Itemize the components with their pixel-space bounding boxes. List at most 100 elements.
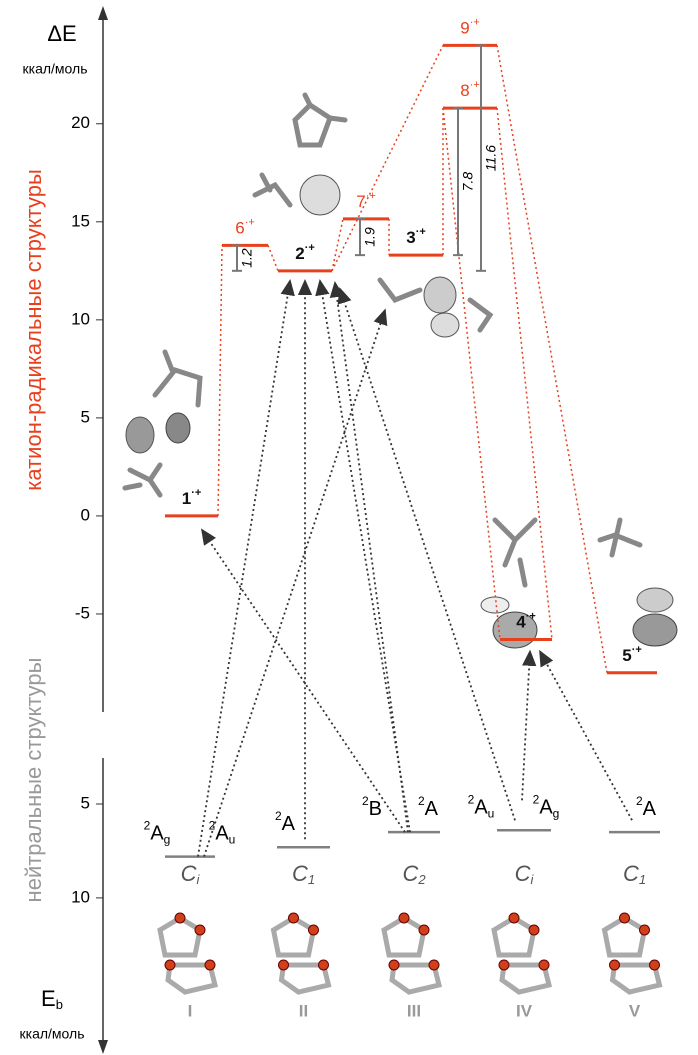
point-group: C1 [623, 861, 646, 888]
atom [610, 960, 620, 970]
transition-arrow [204, 310, 385, 856]
group-sub: 1 [308, 872, 315, 887]
term-sub: u [488, 806, 495, 820]
atom [175, 913, 185, 923]
transition-arrow [198, 281, 290, 857]
term-symbol: 2Ag [144, 819, 171, 847]
level-number: 9 [460, 19, 469, 38]
atom [539, 960, 549, 970]
lower-axis-unit: ккал/моль [20, 1026, 85, 1042]
title: E [41, 986, 56, 1011]
group: C [623, 861, 639, 886]
sketch [160, 918, 215, 992]
structure-name: V [629, 1001, 641, 1020]
level-charge: ·+ [416, 226, 426, 238]
term-base: A [215, 823, 229, 845]
title-sub: b [56, 997, 63, 1012]
neutral-structure-sketches [160, 913, 660, 992]
term-symbol: 2A [275, 809, 296, 835]
term-sub: g [553, 806, 560, 820]
level-connector [268, 245, 278, 270]
molecule-sketches [125, 95, 677, 648]
atom [509, 913, 519, 923]
group: C [292, 861, 308, 886]
level-charge: ·+ [245, 216, 255, 228]
atom [309, 925, 319, 935]
transition-arrow [540, 651, 632, 820]
atom [620, 913, 630, 923]
level-number: 1 [182, 489, 191, 508]
term-symbol: 2Ag [533, 792, 560, 820]
level-charge: ·+ [191, 487, 201, 499]
y-tick-label: -5 [75, 603, 90, 622]
level-charge: ·+ [305, 242, 315, 254]
atom [429, 960, 439, 970]
upper-axis-label: катион-радикальные структуры [21, 169, 46, 491]
term-base: A [150, 823, 164, 845]
atom [529, 925, 539, 935]
term-base: A [539, 797, 553, 819]
level-label: 8·+ [460, 79, 480, 101]
term-symbol: 2B [362, 794, 382, 820]
point-group: Ci [515, 861, 535, 888]
level-number: 5 [622, 646, 631, 665]
group-sub: i [531, 872, 535, 887]
structure-name: IV [516, 1001, 533, 1020]
structure-name: I [188, 1001, 193, 1020]
level-label: 7·+ [356, 190, 376, 212]
point-group: C2 [402, 861, 426, 888]
group-sub: 1 [639, 872, 646, 887]
point-group: C1 [292, 861, 315, 888]
group: C [181, 861, 197, 886]
term-base: A [425, 798, 439, 820]
y-tick-label: 0 [81, 505, 90, 524]
sketch [384, 918, 439, 992]
level-charge: ·+ [366, 190, 376, 202]
atom [650, 960, 660, 970]
lower-axis-title: Eb [41, 986, 63, 1013]
atom [640, 925, 650, 935]
term-symbol: 2A [636, 794, 657, 820]
upper-axis-unit: ккал/моль [23, 61, 88, 77]
term-base: A [643, 798, 657, 820]
transition-arrow [522, 651, 530, 800]
gap-label: 1.2 [239, 248, 255, 268]
atom [399, 913, 409, 923]
axis-arrow [98, 6, 108, 20]
term-base: A [474, 797, 488, 819]
term-symbol: 2Au [468, 792, 495, 820]
structure-name: III [407, 1001, 421, 1020]
atom [195, 925, 205, 935]
y-tick-label: 10 [71, 887, 90, 906]
y-tick-label: 10 [71, 309, 90, 328]
atom [279, 960, 289, 970]
structure-name: II [299, 1001, 308, 1020]
axis-arrow [98, 1040, 108, 1054]
atom [389, 960, 399, 970]
level-connector [218, 245, 222, 516]
y-tick-label: 5 [81, 793, 90, 812]
transition-arrow [340, 289, 515, 820]
level-number: 2 [295, 244, 304, 263]
term-symbol: 2A [418, 794, 439, 820]
point-group: Ci [181, 861, 201, 888]
atom [289, 913, 299, 923]
transition-arrow [202, 530, 405, 832]
transition-arrow [335, 283, 408, 832]
level-label: 6·+ [235, 216, 255, 238]
y-tick-label: 15 [71, 211, 90, 230]
atom [165, 960, 175, 970]
atom [205, 960, 215, 970]
atom [499, 960, 509, 970]
group: C [402, 861, 418, 886]
level-label: 5·+ [622, 644, 642, 666]
level-label: 2·+ [295, 242, 315, 264]
sketch [274, 918, 329, 992]
level-connector [497, 45, 607, 672]
gap-label: 7.8 [460, 172, 476, 192]
level-label: 9·+ [460, 16, 480, 38]
atom [319, 960, 329, 970]
level-number: 3 [406, 229, 415, 248]
level-label: 1·+ [182, 487, 202, 509]
level-number: 8 [460, 82, 469, 101]
